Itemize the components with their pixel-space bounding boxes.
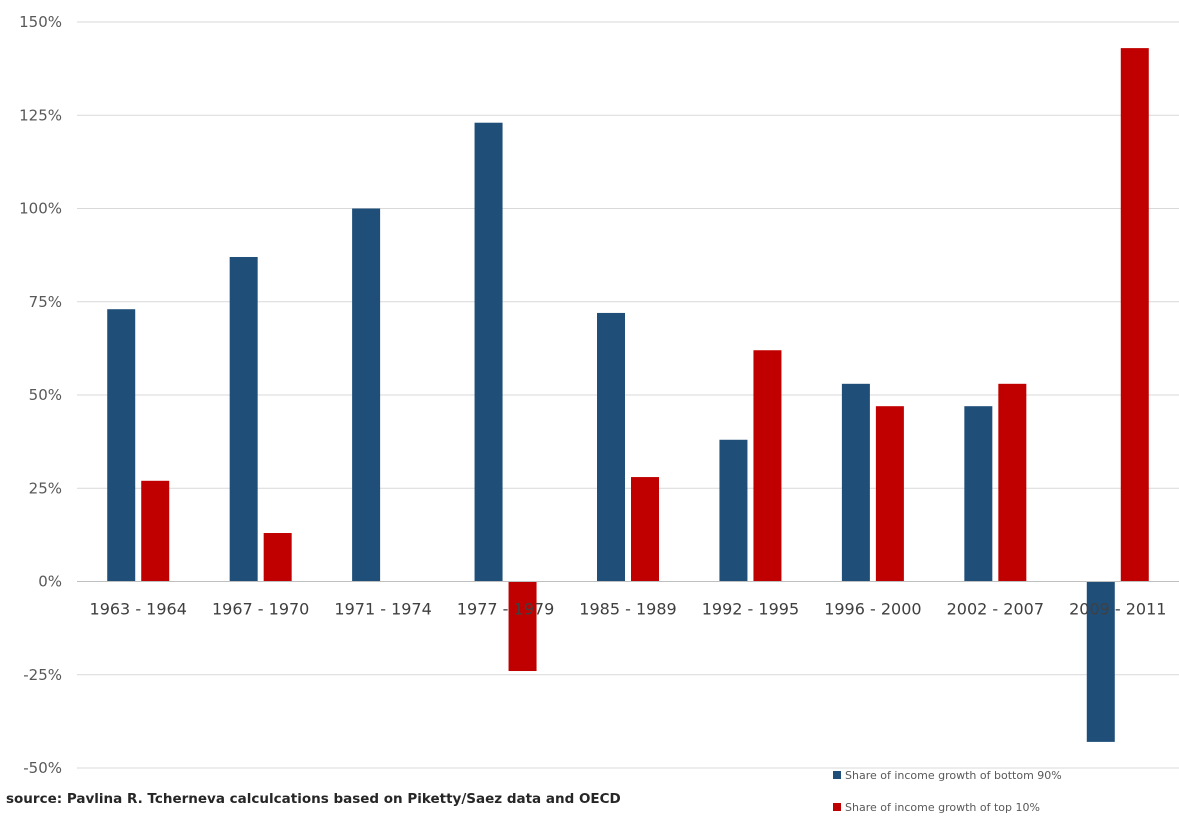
x-category-label: 1996 - 2000 — [824, 600, 921, 619]
x-category-label: 1985 - 1989 — [579, 600, 676, 619]
bar-bottom-90 — [229, 256, 258, 582]
bar-bottom-90 — [841, 383, 870, 582]
x-category-label: 2002 - 2007 — [947, 600, 1044, 619]
bar-top-10 — [631, 477, 659, 582]
y-tick-label: 0% — [38, 573, 62, 591]
gridlines — [77, 21, 1179, 769]
y-tick-label: 25% — [29, 479, 62, 497]
bar-bottom-90 — [1086, 581, 1115, 742]
legend: Share of income growth of bottom 90% Sha… — [833, 766, 1062, 830]
bar-top-10 — [508, 581, 537, 672]
bars — [107, 48, 1149, 742]
bar-top-10 — [875, 406, 904, 582]
legend-label-bottom-90: Share of income growth of bottom 90% — [845, 768, 1062, 782]
x-category-label: 1971 - 1974 — [334, 600, 431, 619]
bar-bottom-90 — [964, 406, 993, 582]
bar-top-10 — [141, 480, 170, 582]
y-tick-label: 100% — [19, 200, 62, 218]
x-category-label: 2009 - 2011 — [1069, 600, 1166, 619]
bar-top-10 — [998, 383, 1027, 582]
y-tick-label: 125% — [19, 106, 62, 124]
chart: 150% 125% 100% 75% 50% 25% 0% -25% -50% 1963 - 1… — [19, 13, 1179, 777]
source-note: source: Pavlina R. Tcherneva calculcatio… — [6, 791, 621, 807]
y-tick-label: -25% — [23, 666, 62, 684]
x-category-label: 1992 - 1995 — [702, 600, 799, 619]
y-axis-tick-labels: 150% 125% 100% 75% 50% 25% 0% -25% -50% — [19, 13, 62, 777]
legend-item-bottom-90: Share of income growth of bottom 90% — [833, 766, 1062, 784]
bar-top-10 — [263, 533, 292, 582]
x-category-label: 1963 - 1964 — [90, 600, 187, 619]
bar-bottom-90 — [474, 122, 503, 582]
y-tick-label: 75% — [29, 293, 62, 311]
bar-top-10 — [1120, 48, 1149, 582]
x-category-label: 1977 - 1979 — [457, 600, 554, 619]
y-tick-label: 150% — [19, 13, 62, 31]
y-tick-label: 50% — [29, 386, 62, 404]
x-category-label: 1967 - 1970 — [212, 600, 309, 619]
legend-label-top-10: Share of income growth of top 10% — [845, 800, 1040, 814]
bar-bottom-90 — [107, 309, 136, 582]
legend-swatch-bottom-90 — [833, 771, 841, 779]
x-axis-category-labels: 1963 - 1964 1967 - 1970 1971 - 1974 1977 - … — [90, 600, 1167, 619]
bar-bottom-90 — [719, 439, 748, 582]
bar-chart-svg: 150% 125% 100% 75% 50% 25% 0% -25% -50% 1963 - 1… — [19, 13, 1179, 777]
legend-item-top-10: Share of income growth of top 10% — [833, 798, 1062, 816]
bar-top-10 — [753, 350, 782, 582]
bar-bottom-90 — [597, 312, 625, 582]
y-tick-label: -50% — [23, 759, 62, 777]
bar-bottom-90 — [352, 208, 381, 582]
legend-swatch-top-10 — [833, 803, 841, 811]
